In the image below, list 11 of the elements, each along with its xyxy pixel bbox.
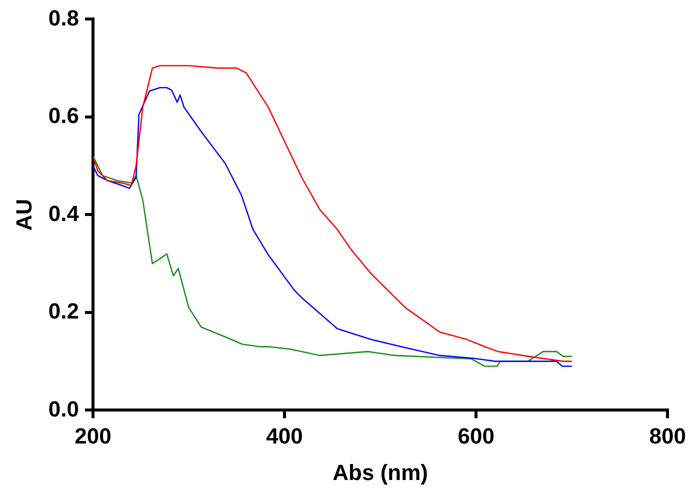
y-tick-label: 0.0	[48, 396, 79, 422]
x-tick-label: 200	[74, 423, 112, 448]
y-tick-label: 0.2	[48, 298, 79, 324]
y-tick-label: 0.6	[48, 103, 79, 128]
y-tick-label: 0.8	[48, 5, 79, 30]
y-axis-title: AU	[11, 198, 36, 231]
x-tick-label: 800	[649, 423, 686, 448]
x-tick-label: 600	[458, 423, 494, 448]
x-tick-label: 400	[266, 423, 303, 448]
y-tick-label: 0.4	[48, 200, 80, 226]
x-axis-title: Abs (nm)	[332, 460, 428, 485]
